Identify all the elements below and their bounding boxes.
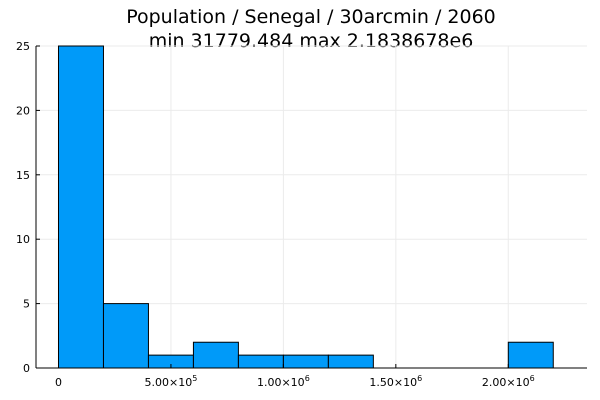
y-tick-label: 0 — [23, 362, 30, 375]
histogram-bars — [57, 45, 554, 369]
chart-subtitle: min 31779.484 max 2.1838678e6 — [149, 30, 474, 52]
x-tick-label: 1.00×106 — [257, 374, 310, 389]
histogram-bar — [192, 341, 239, 369]
y-tick-label: 20 — [16, 104, 30, 117]
x-tick-labels: 0 5.00×105 1.00×106 1.50×106 2.00×106 — [55, 374, 535, 389]
y-tick-labels: 0 5 10 15 20 25 — [16, 40, 30, 375]
histogram-bar — [282, 354, 329, 369]
histogram-bar — [102, 303, 149, 369]
y-tick-label: 5 — [23, 298, 30, 311]
x-tick-label: 5.00×105 — [145, 374, 198, 389]
y-tick-label: 10 — [16, 233, 30, 246]
y-tick-label: 25 — [16, 40, 30, 53]
chart-title: Population / Senegal / 30arcmin / 2060 — [126, 6, 496, 28]
x-tick-label: 0 — [55, 376, 62, 389]
histogram-bar — [327, 354, 374, 369]
histogram-bar — [507, 341, 554, 369]
histogram-bar — [237, 354, 284, 369]
x-tick-label: 1.50×106 — [369, 374, 422, 389]
y-tick-label: 15 — [16, 169, 30, 182]
x-tick-label: 2.00×106 — [482, 374, 535, 389]
axes — [35, 45, 587, 369]
histogram-bar — [57, 45, 104, 369]
